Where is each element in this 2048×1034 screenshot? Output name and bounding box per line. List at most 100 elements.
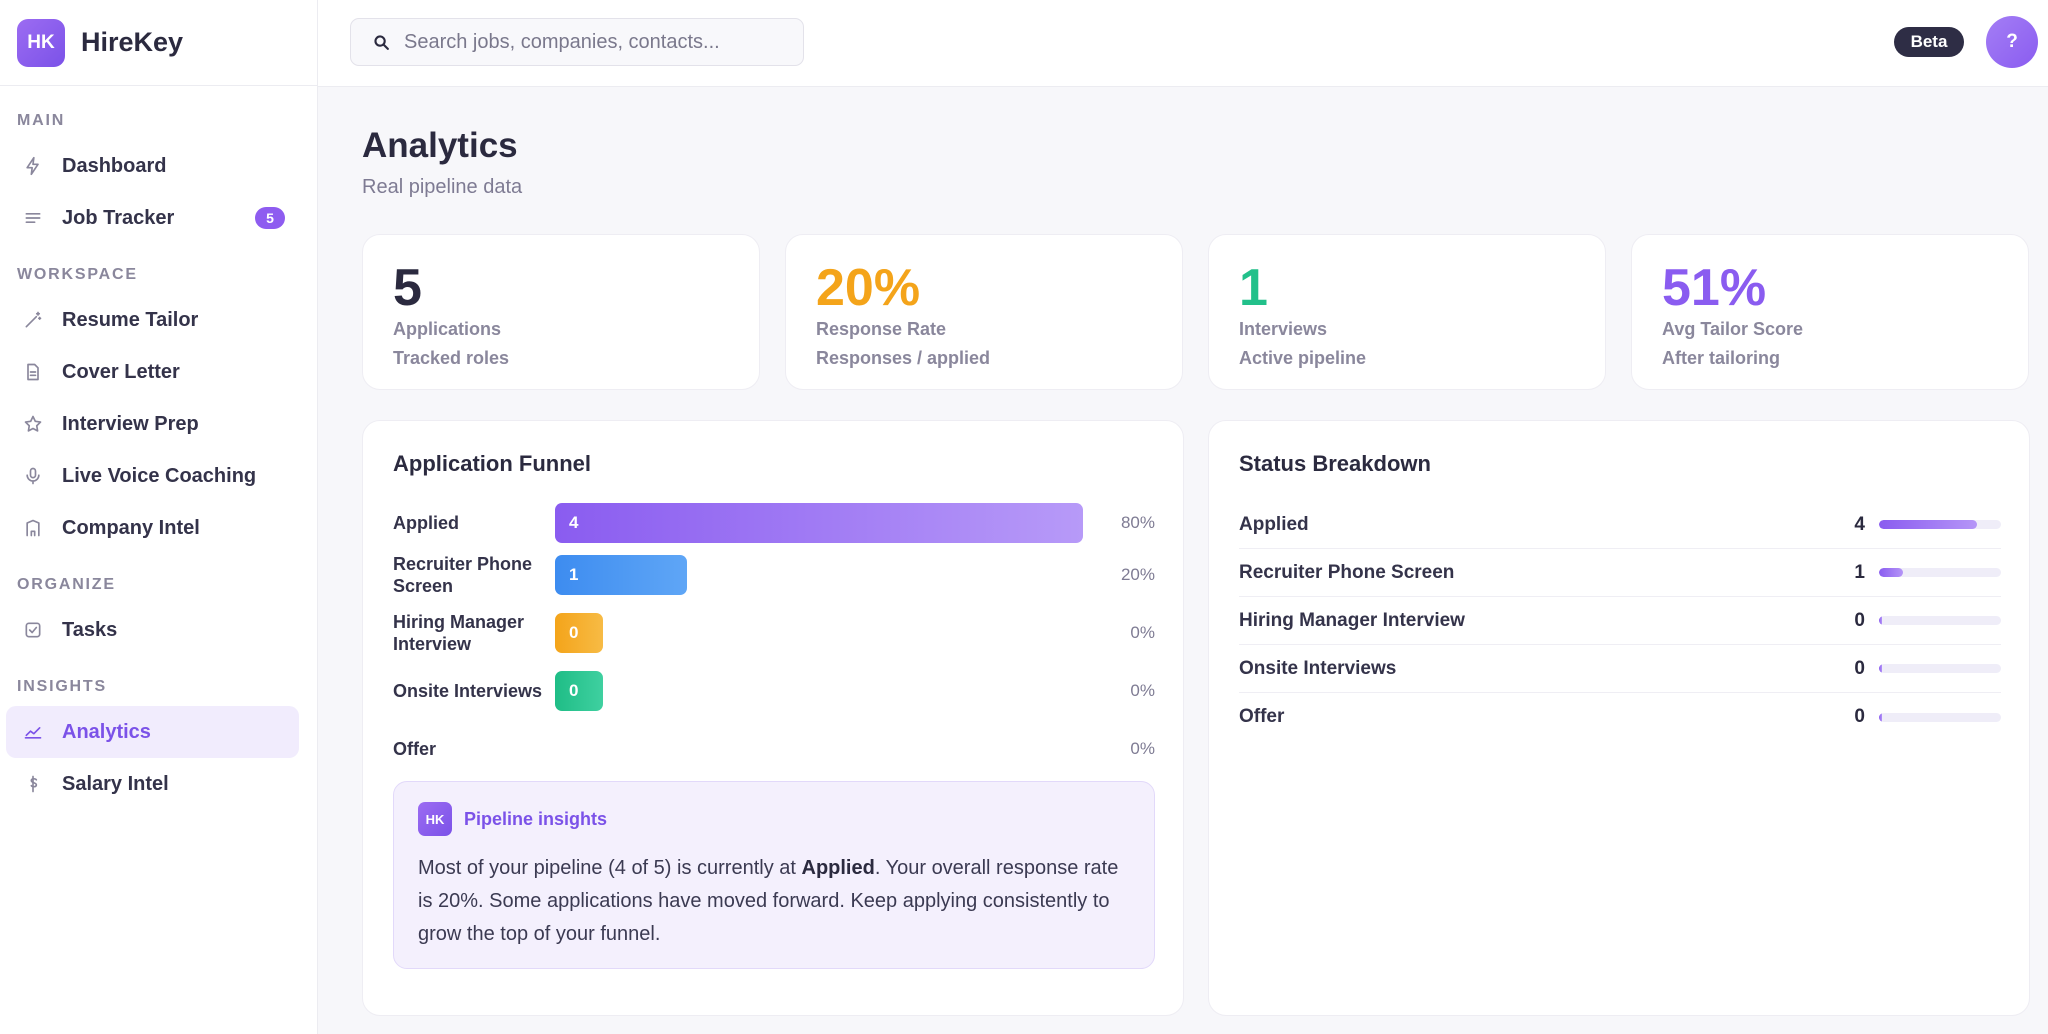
- status-label: Applied: [1239, 513, 1309, 535]
- status-row: Offer 0: [1239, 693, 2001, 741]
- page-title: Analytics: [362, 126, 518, 165]
- status-title: Status Breakdown: [1239, 451, 1431, 476]
- stat-card: 1 Interviews Active pipeline: [1208, 234, 1606, 390]
- sidebar-nav: MAIN Dashboard Job Tracker 5 WORKSPACE Resume…: [0, 86, 317, 810]
- funnel-stage-label: Onsite Interviews: [393, 681, 543, 701]
- status-progress-fill: [1879, 616, 1882, 625]
- nav-section-workspace: WORKSPACE Resume Tailor Cover Letter Interv…: [0, 262, 317, 554]
- status-count: 4: [1854, 513, 1865, 535]
- status-row: Onsite Interviews 0: [1239, 645, 2001, 693]
- sidebar-item-label: Cover Letter: [62, 360, 180, 383]
- sidebar-item-analytics[interactable]: Analytics: [6, 706, 299, 758]
- search-box[interactable]: [350, 18, 804, 66]
- funnel-percent: 0%: [1130, 681, 1155, 700]
- funnel-track: [555, 729, 1083, 769]
- stat-value: 20%: [816, 259, 921, 317]
- microphone-icon: [22, 465, 44, 487]
- funnel-percent: 0%: [1130, 739, 1155, 758]
- help-button[interactable]: ?: [1986, 16, 2038, 68]
- sidebar: HK HireKey MAIN Dashboard Job Tracker 5 WORK…: [0, 0, 318, 1034]
- status-row: Recruiter Phone Screen 1: [1239, 549, 2001, 597]
- insight-text: Most of your pipeline (4 of 5) is curren…: [418, 857, 1119, 945]
- funnel-stage-label: Hiring Manager Interview: [393, 612, 525, 654]
- count-badge: 5: [255, 207, 285, 229]
- funnel-row: Hiring Manager Interview 0 0%: [393, 609, 1155, 657]
- funnel-row: Recruiter Phone Screen 1 20%: [393, 551, 1155, 599]
- funnel-row: Offer 0%: [393, 725, 1155, 773]
- sidebar-item-label: Job Tracker: [62, 206, 175, 229]
- funnel-stage-label: Applied: [393, 513, 459, 533]
- sidebar-item-resume-tailor[interactable]: Resume Tailor: [6, 294, 299, 346]
- nav-section-heading: INSIGHTS: [17, 678, 107, 695]
- sidebar-item-interview-prep[interactable]: Interview Prep: [6, 398, 299, 450]
- sidebar-item-company-intel[interactable]: Company Intel: [6, 502, 299, 554]
- top-bar: Beta ?: [318, 0, 2048, 87]
- status-progress-track: [1879, 568, 2001, 577]
- insight-bold-stage: Applied: [801, 857, 875, 879]
- stat-label: Avg Tailor Score: [1662, 319, 1804, 339]
- status-label: Recruiter Phone Screen: [1239, 561, 1455, 583]
- funnel-track: 0: [555, 613, 1083, 653]
- status-label: Offer: [1239, 706, 1285, 727]
- pipeline-insights: HK Pipeline insights Most of your pipeli…: [393, 781, 1155, 969]
- sidebar-item-label: Interview Prep: [62, 412, 199, 435]
- nav-section-main: MAIN Dashboard Job Tracker 5: [0, 108, 317, 244]
- sidebar-item-label: Dashboard: [62, 154, 167, 177]
- stat-value: 1: [1239, 259, 1268, 317]
- nav-section-insights: INSIGHTS Analytics Salary Intel: [0, 674, 317, 810]
- status-progress-track: [1879, 616, 2001, 625]
- status-row: Hiring Manager Interview 0: [1239, 597, 2001, 645]
- insight-logo: HK: [418, 802, 452, 836]
- sidebar-item-tasks[interactable]: Tasks: [6, 604, 299, 656]
- status-progress-fill: [1879, 520, 1977, 529]
- building-icon: [22, 517, 44, 539]
- document-icon: [22, 361, 44, 383]
- app-logo: HK: [17, 18, 65, 67]
- sidebar-item-label: Live Voice Coaching: [62, 464, 257, 487]
- funnel-track: 1: [555, 555, 1083, 595]
- search-icon: [374, 34, 389, 50]
- nav-section-heading: MAIN: [17, 112, 66, 129]
- stat-sublabel: Responses / applied: [816, 348, 991, 368]
- funnel-percent: 20%: [1120, 565, 1155, 584]
- insight-title: Pipeline insights: [464, 808, 608, 829]
- funnel-title: Application Funnel: [393, 451, 591, 476]
- status-progress-fill: [1879, 568, 1903, 577]
- stat-value: 5: [393, 259, 422, 317]
- trend-icon: [22, 721, 44, 743]
- nav-section-heading: ORGANIZE: [17, 576, 116, 593]
- nav-section-organize: ORGANIZE Tasks: [0, 572, 317, 656]
- status-progress-track: [1879, 712, 2001, 722]
- status-progress-fill: [1879, 712, 1882, 722]
- funnel-stage-label: Recruiter Phone Screen: [393, 554, 533, 596]
- stat-sublabel: After tailoring: [1662, 348, 1781, 368]
- status-label: Hiring Manager Interview: [1239, 609, 1465, 631]
- checkbox-icon: [22, 619, 44, 641]
- bolt-icon: [22, 155, 44, 177]
- sidebar-item-label: Salary Intel: [62, 772, 169, 795]
- funnel-bar: 0: [555, 671, 603, 711]
- stat-card: 20% Response Rate Responses / applied: [785, 234, 1183, 390]
- stat-sublabel: Tracked roles: [393, 348, 510, 368]
- dollar-icon: [22, 773, 44, 795]
- beta-badge: Beta: [1894, 27, 1964, 57]
- stat-label: Response Rate: [816, 319, 947, 339]
- page-subtitle: Real pipeline data: [362, 176, 523, 198]
- sidebar-item-label: Company Intel: [62, 516, 200, 539]
- nav-section-heading: WORKSPACE: [17, 266, 138, 283]
- stat-label: Applications: [393, 319, 502, 339]
- sidebar-item-job-tracker[interactable]: Job Tracker 5: [6, 192, 299, 244]
- funnel-bar: 1: [555, 555, 687, 595]
- search-input[interactable]: [404, 30, 784, 54]
- funnel-track: 0: [555, 671, 1083, 711]
- sidebar-item-cover-letter[interactable]: Cover Letter: [6, 346, 299, 398]
- sidebar-item-live-voice-coaching[interactable]: Live Voice Coaching: [6, 450, 299, 502]
- list-icon: [22, 207, 44, 229]
- sidebar-item-dashboard[interactable]: Dashboard: [6, 140, 299, 192]
- stat-sublabel: Active pipeline: [1239, 348, 1367, 368]
- sidebar-item-salary-intel[interactable]: Salary Intel: [6, 758, 299, 810]
- app-name: HireKey: [81, 27, 184, 57]
- funnel-row: Onsite Interviews 0 0%: [393, 667, 1155, 715]
- funnel-percent: 80%: [1120, 513, 1155, 532]
- brand[interactable]: HK HireKey: [0, 0, 317, 86]
